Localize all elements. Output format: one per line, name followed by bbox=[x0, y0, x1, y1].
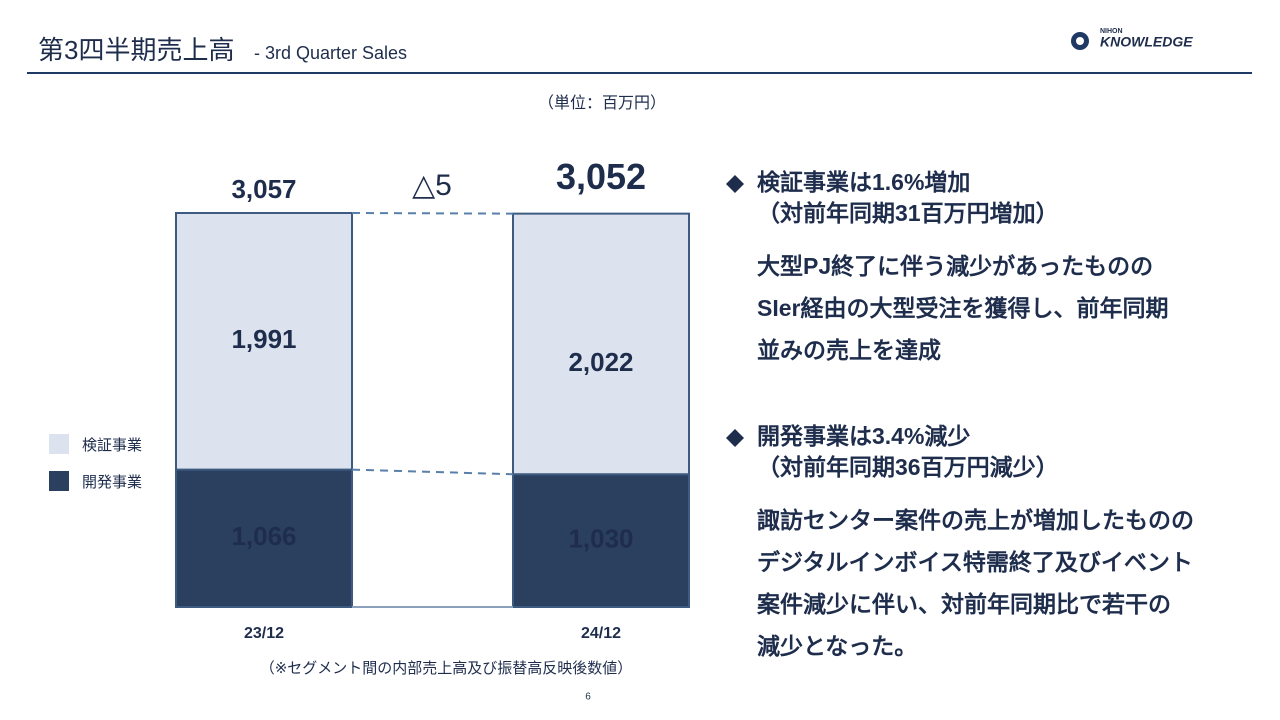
note-body: 案件減少に伴い、対前年同期比で若干の bbox=[756, 591, 1171, 617]
unit-label: （単位：百万円） bbox=[538, 94, 666, 112]
notes: 検証事業は1.6%増加 （対前年同期31百万円増加） 大型PJ終了に伴う減少があった… bbox=[726, 169, 1194, 659]
note-body: 並みの売上を達成 bbox=[757, 337, 941, 363]
bullet bbox=[726, 429, 744, 447]
page-number: 6 bbox=[585, 692, 591, 703]
note-heading: 開発事業は3.4%減少 bbox=[757, 423, 970, 449]
bar-segment bbox=[175, 212, 353, 471]
value-label: 2,022 bbox=[568, 347, 633, 377]
logo-top: NIHON bbox=[1100, 28, 1123, 35]
slide-subtitle: - 3rd Quarter Sales bbox=[254, 43, 407, 63]
x-tick-label: 24/12 bbox=[581, 625, 621, 642]
bar-segment bbox=[512, 212, 690, 476]
legend-swatch bbox=[49, 434, 69, 454]
logo-mark-inner bbox=[1076, 37, 1084, 45]
total-label: 3,057 bbox=[231, 174, 296, 204]
x-tick-label: 23/12 bbox=[244, 625, 284, 642]
annotation: △5 bbox=[412, 169, 452, 202]
note-body: 大型PJ終了に伴う減少があったものの bbox=[757, 253, 1153, 279]
value-label: 1,030 bbox=[568, 523, 633, 553]
note-heading: 検証事業は1.6%増加 bbox=[757, 169, 970, 195]
bullet bbox=[726, 175, 744, 193]
legend-swatch bbox=[49, 471, 69, 491]
slide-title: 第3四半期売上高 bbox=[38, 35, 234, 65]
bar-segment bbox=[175, 468, 353, 608]
logo-main: KNOWLEDGE bbox=[1100, 34, 1193, 50]
value-label: 1,066 bbox=[231, 521, 296, 551]
note-body: デジタルインボイス特需終了及びイベント bbox=[757, 549, 1193, 575]
note-heading: （対前年同期36百万円減少） bbox=[757, 454, 1059, 480]
note-body: 減少となった。 bbox=[757, 633, 917, 659]
legend-label: 開発事業 bbox=[82, 474, 142, 491]
bar-segment bbox=[512, 473, 690, 608]
value-label: 1,991 bbox=[231, 324, 296, 354]
footnote: （※セグメント間の内部売上高及び振替高反映後数値） bbox=[260, 660, 633, 677]
note-body: 諏訪センター案件の売上が増加したものの bbox=[757, 507, 1194, 533]
chart: 1,066 1,991 3,057 23/12 1,030 2,022 3,052 24/12… bbox=[49, 156, 690, 642]
note-body: SIer経由の大型受注を獲得し、前年同期 bbox=[757, 295, 1168, 321]
note-heading: （対前年同期31百万円増加） bbox=[757, 200, 1059, 226]
total-label: 3,052 bbox=[556, 156, 646, 197]
legend-label: 検証事業 bbox=[82, 437, 142, 454]
